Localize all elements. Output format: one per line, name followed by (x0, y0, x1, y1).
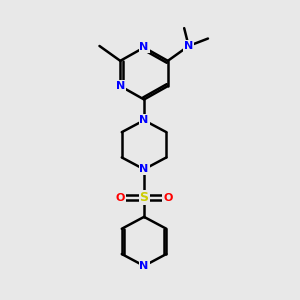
Text: N: N (140, 115, 149, 125)
Text: O: O (163, 193, 172, 202)
Text: O: O (116, 193, 125, 202)
Text: S: S (140, 191, 148, 204)
Text: N: N (116, 81, 125, 91)
Text: N: N (184, 41, 193, 51)
Text: N: N (140, 43, 149, 52)
Text: N: N (140, 164, 149, 174)
Text: N: N (140, 261, 149, 271)
